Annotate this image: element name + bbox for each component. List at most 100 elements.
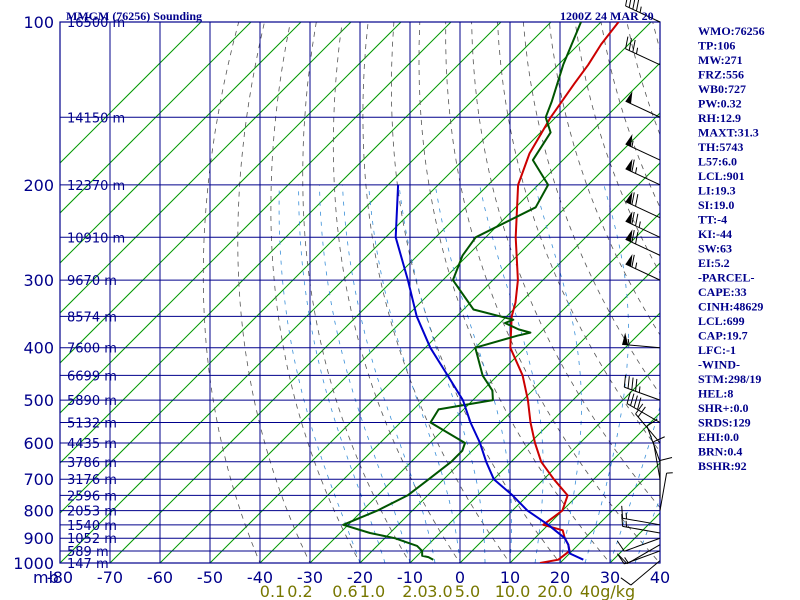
stability-index-entry: LFC:-1 [698,343,736,357]
height-label: 1540 m [67,519,117,534]
height-label: 3176 m [67,473,117,488]
wind-barb-flag [631,211,635,225]
dry-adiabat-line [497,22,660,452]
isotherm-line [559,462,660,563]
wind-barb-flag [635,213,639,226]
height-label: 6699 m [67,369,117,384]
temperature-tick-label: -10 [397,568,423,587]
stability-index-entry: EHI:0.0 [698,430,739,444]
stability-index-entry: KI:-44 [698,227,732,241]
height-label: 4435 m [67,437,117,452]
wind-barb-staff [646,425,661,462]
wind-barb [659,457,673,499]
wind-barb-half-flag [635,262,638,269]
temperature-tick-label: 10 [500,568,520,587]
wind-barb-flag [633,395,638,408]
moist-adiabat-line [534,184,582,563]
dewpoint-profile-line [342,22,582,561]
isotherm-line [259,162,660,563]
isotherm-line [60,22,252,214]
dry-adiabat-line [782,22,800,575]
wind-barb-half-flag [631,140,634,148]
height-label: 9670 m [67,274,117,289]
wind-barb-staff [624,537,661,552]
dry-adiabat-line [445,22,660,563]
wind-barb-flag [631,230,635,243]
temperature-tick-label: -30 [297,568,323,587]
wind-barb-flag [626,391,631,404]
stability-index-entry: CAP:19.7 [698,329,748,343]
wind-barb-flag [627,376,630,389]
pressure-tick-label: 600 [23,434,54,453]
temperature-tick-label: 0 [455,568,465,587]
wind-barb-flag [631,159,635,172]
height-label: 5890 m [67,394,117,409]
wind-barbs [616,0,673,586]
temperature-tick-label: 40 [650,568,670,587]
stability-index-entry: WB0:727 [698,82,746,96]
pressure-grid [59,21,661,564]
wind-barb-staff [659,473,668,511]
stability-index-entry: TP:106 [698,39,735,53]
stability-index-entry: WMO:76256 [698,24,765,38]
moist-adiabat-line [342,184,436,563]
mixing-ratio-label: 20.0 [537,582,573,600]
wind-barb-flag [635,0,640,12]
pressure-tick-label: 800 [23,502,54,521]
wind-barb-staff [622,525,661,534]
dry-adiabat-line [471,22,660,509]
mixing-ratio-label: 40g/kg [580,582,635,600]
wind-barb-staff [635,413,661,444]
wind-barb [625,0,661,23]
dry-adiabat-line [756,22,800,575]
temperature-tick-label: 30 [600,568,620,587]
dry-adiabat-line [270,22,361,563]
stability-index-entry: CINH:48629 [698,300,763,314]
height-label: 14150 m [67,111,125,126]
wind-barb-pennant [625,158,633,172]
wind-barb-half-flag [638,221,641,228]
stability-index-entry: HEL:8 [698,387,733,401]
stability-index-entry: MW:271 [698,53,743,67]
wind-barb-pennant [625,229,633,242]
stability-index-entry: LCL:901 [698,169,745,183]
height-label: 147 m [67,557,109,572]
wind-barb-flag [659,457,673,462]
stability-index-entry: SRDS:129 [698,416,751,430]
wind-barb-flag [621,513,624,527]
height-label: 8574 m [67,310,117,325]
dry-adiabat-line [548,22,660,336]
stability-index-entry: BSHR:92 [698,459,747,473]
pressure-tick-label: 100 [23,13,54,32]
wind-barb-half-flag [639,6,642,13]
wind-barb-flag [635,194,639,207]
wind-barb-pennant [625,254,633,267]
wind-barb-half-flag [635,47,639,54]
isotherm-line [60,22,452,414]
height-label: 12370 m [67,179,125,194]
wind-barb-staff [622,343,661,349]
stability-index-entry: L57:6.0 [698,155,737,169]
wind-barb [625,158,661,186]
dry-adiabat-lines [202,22,800,575]
wind-barb-staff [630,560,661,586]
mixing-ratio-label: 0.2 [287,582,312,600]
height-label: 589 m [67,545,109,560]
wind-barb-half-flag [638,386,641,393]
wind-barb [625,91,661,118]
wind-barb [622,332,661,349]
wind-barb-staff [626,403,661,423]
pressure-tick-label: 300 [23,271,54,290]
stability-index-entry: -PARCEL- [698,271,754,285]
temperature-tick-label: -40 [247,568,273,587]
wind-barb-flag [621,505,624,519]
wind-barb-flag [616,540,625,552]
pressure-tick-label: 1000 [13,554,54,573]
dry-adiabat-line [237,22,311,563]
stability-index-entry: CAPE:33 [698,285,747,299]
station-title: MMGM (76256) Sounding [66,9,202,23]
mixing-ratio-label: 0.1 [260,582,285,600]
wind-barb [620,560,661,586]
mixing-ratio-label: 5.0 [455,582,480,600]
